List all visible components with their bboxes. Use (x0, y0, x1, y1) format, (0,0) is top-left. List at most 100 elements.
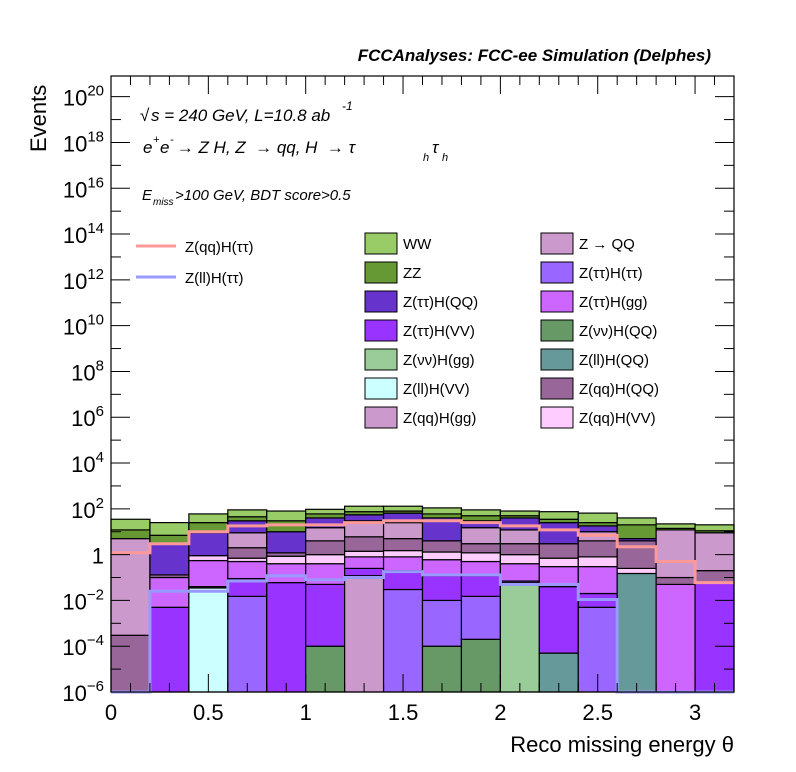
bar-segment (694, 524, 735, 532)
bar-segment (227, 547, 268, 559)
y-tick-label: 1018 (63, 128, 104, 156)
legend-label: Z(ττ)H(ττ) (579, 265, 643, 282)
bar-segment (538, 586, 579, 654)
bar-segment (305, 554, 346, 565)
x-tick-label: 1.5 (388, 700, 419, 725)
bar-segment (344, 556, 385, 570)
bar-segment (460, 575, 501, 597)
y-tick-label: 1012 (63, 266, 104, 294)
legend-label: Z(νν)H(QQ) (579, 323, 657, 340)
y-tick-label: 102 (71, 495, 104, 523)
legend-swatch (364, 377, 398, 400)
bar-segment (655, 583, 696, 693)
bar-segment (188, 513, 229, 524)
bar-segment (616, 567, 657, 575)
bar-segment (460, 527, 501, 545)
x-tick-label: 3 (689, 700, 701, 725)
legend-swatch (540, 377, 574, 400)
legend-label: Z(qq)H(VV) (579, 410, 656, 427)
bar-segment (499, 529, 540, 545)
annotation-line2: → Z H, Z → qq, H → τ (172, 138, 357, 157)
legend-swatch (540, 232, 574, 255)
x-tick-label: 0.5 (193, 700, 224, 725)
legend-swatch (540, 319, 574, 342)
bar-segment (421, 559, 463, 577)
bar-segment (344, 505, 385, 513)
bar-segment (577, 512, 618, 524)
legend-swatch (540, 261, 574, 284)
x-tick-label: 2.5 (582, 700, 613, 725)
annotation-line2-sub2: h (442, 152, 448, 164)
legend-label: Z(ll)H(ττ) (185, 270, 244, 287)
bar-segment (266, 555, 307, 565)
annotation-energy-lumi: √ s = 240 GeV, L=10.8 ab -1 (140, 99, 353, 125)
y-tick-label: 1 (92, 544, 104, 569)
bar-segment (538, 543, 579, 559)
bar-segment (655, 576, 696, 586)
legend-swatch (364, 348, 398, 371)
bar-segment (538, 522, 579, 545)
bar-segment (382, 549, 424, 558)
x-tick-label: 2 (494, 700, 506, 725)
bar-segment (382, 556, 424, 572)
annotation-line1-sup: -1 (342, 99, 353, 113)
axis-ticks (110, 76, 735, 693)
legend-label: Z(ττ)H(QQ) (403, 294, 478, 311)
bar-segment (266, 563, 307, 584)
bar-segment (616, 517, 657, 526)
legend-label: Z(νν)H(gg) (403, 352, 475, 369)
bar-segment (188, 532, 229, 557)
bar-segment (655, 529, 696, 579)
annotation-line2-minus: - (170, 134, 174, 146)
bar-segment (188, 555, 229, 562)
bar-segment (227, 516, 268, 522)
annotation-line1: s = 240 GeV, L=10.8 ab (151, 106, 330, 125)
legend-swatch (364, 406, 398, 429)
bar-segment (538, 511, 579, 520)
bar-segment (344, 550, 385, 558)
bar-segment (305, 513, 346, 519)
bar-segment (227, 532, 268, 549)
y-tick-label: 10−4 (62, 632, 104, 660)
bar-segment (577, 525, 618, 533)
bar-segment (421, 575, 463, 602)
legend-swatch (364, 232, 398, 255)
bar-segment (305, 563, 346, 586)
bar-segment (227, 560, 268, 580)
bar-segment (421, 540, 463, 553)
bar-segment (188, 559, 229, 588)
y-tick-label: 1014 (63, 220, 104, 248)
annotation-line2-plus: + (153, 134, 160, 146)
bar-segment (382, 505, 424, 512)
bar-segment (421, 599, 463, 647)
bar-segment (305, 540, 346, 556)
bar-segment (344, 536, 385, 552)
y-tick-label: 10−6 (62, 678, 104, 706)
y-axis-label: Events (26, 85, 51, 152)
signal-line (111, 519, 734, 585)
bar-segment (110, 529, 151, 540)
bar-segment (421, 513, 463, 519)
bar-segment (305, 508, 346, 515)
bar-segment (382, 538, 424, 552)
legend-label: Z(qq)H(QQ) (579, 381, 659, 398)
y-tick-label: 1016 (63, 174, 104, 202)
bar-segment (460, 515, 501, 522)
bar-segment (694, 570, 735, 584)
bar-segment (149, 606, 190, 693)
bar-segment (577, 540, 618, 558)
bar-segment (344, 514, 385, 522)
y-tick-label: 106 (71, 403, 104, 431)
annotation-line2-sub1: h (423, 152, 429, 164)
annotation-selection: E miss >100 GeV, BDT score>0.5 (142, 187, 351, 208)
chart-title: FCCAnalyses: FCC-ee Simulation (Delphes) (358, 46, 712, 65)
annotation-line3-E: E (142, 187, 153, 204)
bar-segment (149, 543, 190, 576)
bar-segment (694, 532, 735, 572)
bar-segment (499, 563, 540, 582)
bar-segment (149, 522, 190, 536)
bar-segment (110, 518, 151, 531)
bar-segment (499, 543, 540, 556)
annotation-line2-e2: e (160, 138, 169, 157)
annotation-process: e + e - → Z H, Z → qq, H → τ h τ h (143, 134, 448, 164)
